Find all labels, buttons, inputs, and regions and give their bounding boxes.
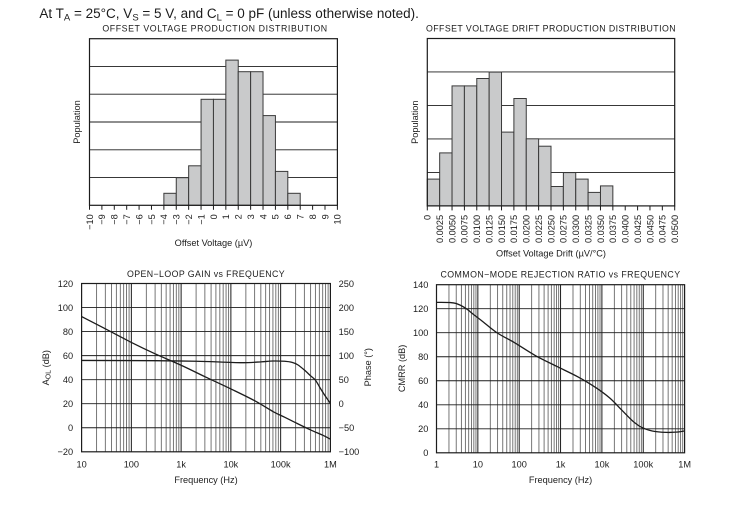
svg-text:0: 0 — [339, 399, 344, 409]
svg-text:9: 9 — [320, 214, 330, 219]
svg-text:100: 100 — [413, 328, 428, 338]
svg-text:Frequency (Hz): Frequency (Hz) — [529, 475, 592, 485]
svg-text:3: 3 — [246, 214, 256, 219]
svg-text:0: 0 — [423, 215, 433, 220]
svg-text:20: 20 — [63, 399, 73, 409]
svg-text:OFFSET VOLTAGE DRIFT PRODUCTIO: OFFSET VOLTAGE DRIFT PRODUCTION DISTRIBU… — [426, 24, 676, 34]
svg-text:120: 120 — [413, 304, 428, 314]
svg-text:Offset Voltage Drift (µV/°C): Offset Voltage Drift (µV/°C) — [496, 249, 606, 259]
svg-text:Offset Voltage (µV): Offset Voltage (µV) — [175, 238, 253, 248]
svg-text:0.0175: 0.0175 — [509, 215, 519, 243]
svg-text:0.0500: 0.0500 — [670, 215, 680, 243]
svg-text:0.0025: 0.0025 — [435, 215, 445, 243]
svg-text:0.0400: 0.0400 — [621, 215, 631, 243]
svg-text:80: 80 — [418, 352, 428, 362]
svg-text:−20: −20 — [58, 447, 74, 457]
svg-text:10: 10 — [76, 460, 86, 470]
svg-text:−6: −6 — [134, 214, 144, 224]
svg-text:100: 100 — [512, 460, 527, 470]
svg-text:0.0375: 0.0375 — [608, 215, 618, 243]
svg-text:150: 150 — [339, 327, 354, 337]
svg-text:0.0425: 0.0425 — [633, 215, 643, 243]
svg-text:Population: Population — [72, 100, 82, 143]
svg-text:Frequency (Hz): Frequency (Hz) — [174, 475, 237, 485]
svg-text:20: 20 — [418, 424, 428, 434]
svg-text:250: 250 — [339, 279, 354, 289]
svg-text:−7: −7 — [122, 214, 132, 224]
svg-text:OPEN−LOOP GAIN vs FREQUENCY: OPEN−LOOP GAIN vs FREQUENCY — [127, 269, 285, 279]
svg-text:60: 60 — [418, 376, 428, 386]
svg-text:100: 100 — [339, 351, 354, 361]
svg-text:80: 80 — [63, 327, 73, 337]
svg-text:8: 8 — [308, 214, 318, 219]
svg-text:0.0300: 0.0300 — [571, 215, 581, 243]
svg-text:40: 40 — [418, 400, 428, 410]
svg-text:6: 6 — [283, 214, 293, 219]
svg-text:−2: −2 — [184, 214, 194, 224]
svg-text:1k: 1k — [176, 460, 186, 470]
svg-text:0.0225: 0.0225 — [534, 215, 544, 243]
svg-text:0: 0 — [68, 423, 73, 433]
svg-text:100k: 100k — [271, 460, 291, 470]
svg-text:5: 5 — [271, 214, 281, 219]
svg-text:0.0100: 0.0100 — [472, 215, 482, 243]
svg-text:−4: −4 — [159, 214, 169, 224]
svg-text:−8: −8 — [110, 214, 120, 224]
svg-text:4: 4 — [258, 214, 268, 219]
svg-text:10: 10 — [473, 460, 483, 470]
svg-text:Phase (°): Phase (°) — [363, 348, 373, 386]
svg-text:−50: −50 — [339, 423, 355, 433]
svg-text:10k: 10k — [594, 460, 609, 470]
svg-text:0: 0 — [423, 448, 428, 458]
svg-text:0.0475: 0.0475 — [658, 215, 668, 243]
svg-text:2: 2 — [234, 214, 244, 219]
svg-text:−100: −100 — [339, 447, 360, 457]
svg-text:10: 10 — [333, 214, 343, 224]
svg-text:−3: −3 — [172, 214, 182, 224]
svg-text:1: 1 — [221, 214, 231, 219]
svg-text:7: 7 — [296, 214, 306, 219]
svg-text:120: 120 — [58, 279, 73, 289]
svg-text:0.0325: 0.0325 — [583, 215, 593, 243]
svg-text:−5: −5 — [147, 214, 157, 224]
svg-text:−9: −9 — [97, 214, 107, 224]
svg-text:100: 100 — [58, 303, 73, 313]
svg-text:100: 100 — [124, 460, 139, 470]
svg-text:100k: 100k — [633, 460, 653, 470]
svg-text:−1: −1 — [196, 214, 206, 224]
svg-text:0.0125: 0.0125 — [484, 215, 494, 243]
svg-text:AOL (dB): AOL (dB) — [41, 350, 53, 385]
svg-text:CMRR (dB): CMRR (dB) — [397, 345, 407, 392]
svg-text:0: 0 — [209, 214, 219, 219]
svg-text:1k: 1k — [556, 460, 566, 470]
svg-text:10k: 10k — [223, 460, 238, 470]
svg-text:0.0350: 0.0350 — [596, 215, 606, 243]
svg-text:200: 200 — [339, 303, 354, 313]
svg-text:0.0150: 0.0150 — [497, 215, 507, 243]
svg-text:40: 40 — [63, 375, 73, 385]
svg-text:−10: −10 — [85, 214, 95, 230]
svg-text:COMMON−MODE REJECTION RATIO vs: COMMON−MODE REJECTION RATIO vs FREQUENCY — [440, 269, 680, 279]
svg-text:Population: Population — [410, 100, 420, 143]
svg-text:0.0250: 0.0250 — [546, 215, 556, 243]
svg-text:50: 50 — [339, 375, 349, 385]
svg-text:0.0200: 0.0200 — [522, 215, 532, 243]
svg-text:1M: 1M — [324, 460, 337, 470]
svg-text:0.0275: 0.0275 — [559, 215, 569, 243]
svg-text:140: 140 — [413, 280, 428, 290]
svg-text:0.0075: 0.0075 — [460, 215, 470, 243]
svg-text:0.0450: 0.0450 — [645, 215, 655, 243]
svg-text:1M: 1M — [678, 460, 691, 470]
svg-text:60: 60 — [63, 351, 73, 361]
svg-text:1: 1 — [434, 460, 439, 470]
svg-text:OFFSET VOLTAGE PRODUCTION DIST: OFFSET VOLTAGE PRODUCTION DISTRIBUTION — [102, 24, 327, 34]
svg-text:0.0050: 0.0050 — [447, 215, 457, 243]
